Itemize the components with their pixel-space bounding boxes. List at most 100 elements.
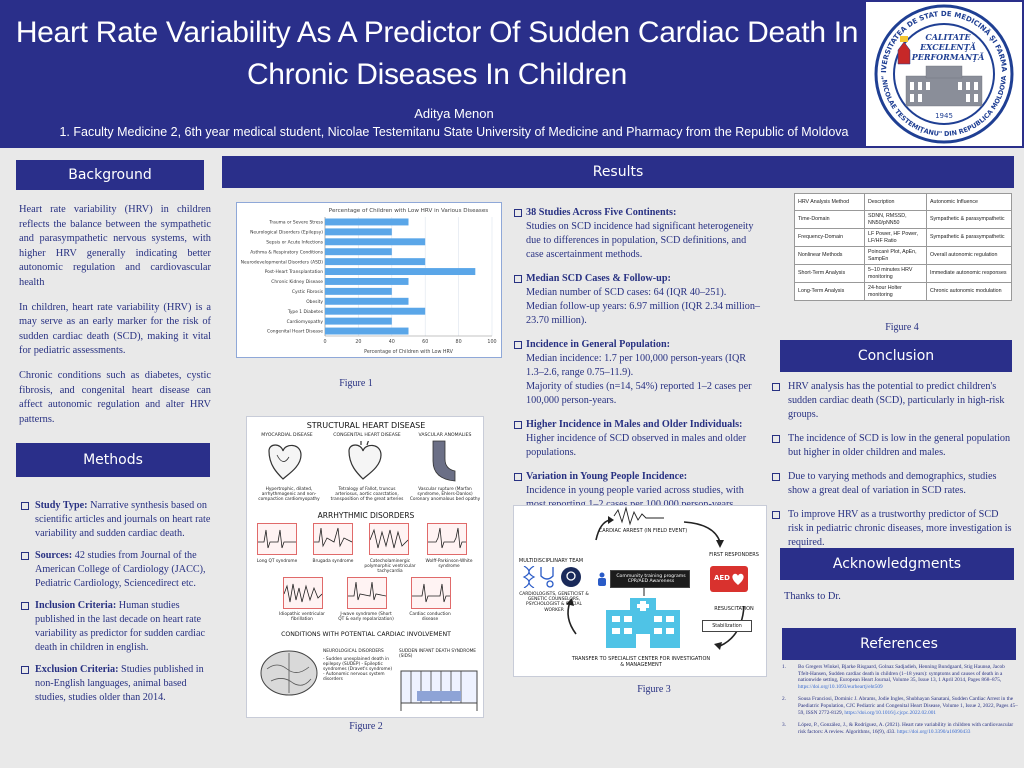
chart-bar [325,228,392,236]
chart-bar [325,277,409,285]
checkbox-bullet-icon [514,275,522,283]
background-heading: Background [16,160,204,190]
team-members-label: CARDIOLOGISTS, GENETICIST & GENETIC COUN… [519,592,589,613]
logo-motto-3: PERFORMANŢĂ [911,52,985,62]
y-tick-label: Sepsis or Acute Infections [266,239,323,245]
table-cell: Short-Term Analysis [794,264,865,283]
table-row: Nonlinear Methods Poincaré Plot, ApEn, S… [794,246,1012,265]
table-row: Short-Term Analysis 5–10 minutes HRV mon… [794,264,1012,283]
results-item: Higher Incidence in Males and Older Indi… [514,418,764,460]
structural-desc: Hypertrophic, dilated, arrhythmogenic an… [258,487,320,502]
table-cell: Long-Term Analysis [794,282,865,301]
arrhythmic-title: ARRHYTHMIC DISORDERS [317,511,415,520]
poster-title: Heart Rate Variability As A Predictor Of… [14,12,860,96]
author-name: Aditya Menon [414,106,494,121]
conclusion-item-text: The incidence of SCD is low in the gener… [788,433,1011,458]
y-tick-label: Congenital Heart Disease [267,329,323,335]
x-tick-label: 40 [389,339,395,345]
conclusion-item-text: To improve HRV as a trustworthy predicto… [788,509,1012,548]
table-cell: Overall autonomic regulation [926,246,1012,265]
results-item: Variation in Young People Incidence: Inc… [514,470,764,512]
chart-bar [325,248,392,256]
ecg-trace-icon [283,577,323,609]
conclusion-list: HRV analysis has the potential to predic… [772,380,1016,560]
neuro-items: - Sudden unexplained death in epilepsy (… [323,657,393,682]
author-affiliation: 1. Faculty Medicine 2, 6th year medical … [59,125,849,139]
table-cell: Poincaré Plot, ApEn, SampEn [864,246,927,265]
stabilization-box: Stabilization [702,620,752,632]
figure-4-caption: Figure 4 [885,322,919,333]
methods-item-text: 42 studies from Journal of the American … [35,550,206,589]
chart-bar [325,327,409,335]
structural-category-label: MYOCARDIAL DISEASE [261,433,313,438]
x-axis-label: Percentage of Children with Low HRV [364,349,453,355]
methods-item-label: Study Type: [35,500,88,511]
reference-text: Bo Gregers Winkel, Bjarke Risgaard, Goln… [798,664,1005,684]
reference-link[interactable]: https://doi.org/10.1093/eurheartj/eht509 [798,683,883,690]
results-item: Incidence in General Population: Median … [514,338,764,408]
crib-icon [400,670,478,711]
references-heading: References [782,628,1016,660]
checkbox-bullet-icon [772,473,780,481]
brain-icon [260,650,318,696]
results-list: 38 Studies Across Five Continents: Studi… [514,206,764,522]
background-paragraph-1: Heart rate variability (HRV) in children… [19,204,211,288]
conclusion-heading: Conclusion [780,340,1012,372]
head-gear-icon [561,567,581,587]
conditions-title: CONDITIONS WITH POTENTIAL CARDIAC INVOLV… [281,631,451,638]
background-text: Heart rate variability (HRV) in children… [19,203,211,437]
arrhythmia-label: Brugada syndrome [312,559,354,564]
checkbox-bullet-icon [514,209,522,217]
chart-bar [325,218,409,226]
results-item-line: Median follow-up years: 6.97 million (IQ… [526,301,761,326]
results-item-line: Incidence in young people varied across … [526,485,744,510]
results-item-title: Higher Incidence in Males and Older Indi… [526,419,743,430]
reference-link[interactable]: https://doi.org/10.3390/a16090433 [896,728,971,735]
results-item: Median SCD Cases & Follow-up: Median num… [514,272,764,328]
table-cell: Chronic autonomic modulation [926,282,1012,301]
arrhythmia-label: Idiopathic ventricular fibrillation [279,612,325,622]
acknowledgments-heading: Acknowledgments [780,548,1014,580]
chart-bar [325,317,392,325]
checkbox-bullet-icon [514,473,522,481]
reference-item: 1. Bo Gregers Winkel, Bjarke Risgaard, G… [782,664,1018,690]
methods-item: Sources: 42 studies from Journal of the … [21,549,219,591]
results-item-line: Higher incidence of SCD observed in male… [526,433,747,458]
checkbox-bullet-icon [21,552,29,560]
heart-icon [348,441,382,480]
results-item-title: 38 Studies Across Five Continents: [526,207,677,218]
background-paragraph-3: Chronic conditions such as diabetes, cys… [19,369,211,425]
table-cell: Frequency-Domain [794,228,865,247]
chart-bar [325,297,409,305]
hrv-bar-chart: Percentage of Children with Low HRV in V… [241,208,497,355]
figure-3-caption: Figure 3 [637,684,671,695]
table-header-cell: Description [864,193,927,211]
dna-icon [522,566,536,588]
arrhythmia-label: J-wave syndrome (Short QT & early repola… [338,612,394,622]
chart-bar [325,268,476,276]
reference-link[interactable]: https://doi.org/10.1016/j.cjcpc.2022.02.… [844,709,937,716]
structural-desc: Vascular rupture (Marfan syndrome, Ehler… [409,487,481,502]
resuscitation-label: RESUSCITATION [714,606,754,612]
table-header-cell: Autonomic Influence [926,193,1012,211]
x-tick-label: 80 [456,339,462,345]
table-row: Frequency-Domain LF Power, HF Power, LF/… [794,228,1012,247]
structural-desc: Tetralogy of Fallot, truncus arteriosus,… [330,487,404,502]
table-row: Time-Domain SDNN, RMSSD, NN50/pNN50 Symp… [794,210,1012,229]
table-cell: Nonlinear Methods [794,246,865,265]
methods-item-text: Human studies published in the last deca… [35,600,206,653]
reference-item: 3. López, P., González, J., & Rodríguez,… [782,722,1018,735]
stabilization-label: Stabilization [712,624,742,629]
checkbox-bullet-icon [514,421,522,429]
arrhythmia-label: Long QT syndrome [256,559,298,564]
heart-icon [268,444,302,480]
checkbox-bullet-icon [21,602,29,610]
conclusion-item-text: HRV analysis has the potential to predic… [788,381,1005,420]
x-tick-label: 60 [422,339,428,345]
checkbox-bullet-icon [772,435,780,443]
results-item-line: Majority of studies (n=14, 54%) reported… [526,381,752,406]
results-item-title: Variation in Young People Incidence: [526,471,688,482]
arrhythmia-label: Cardiac conduction disease [409,612,451,622]
acknowledgments-text: Thanks to Dr. [784,591,841,602]
references-list: 1. Bo Gregers Winkel, Bjarke Risgaard, G… [782,664,1018,741]
